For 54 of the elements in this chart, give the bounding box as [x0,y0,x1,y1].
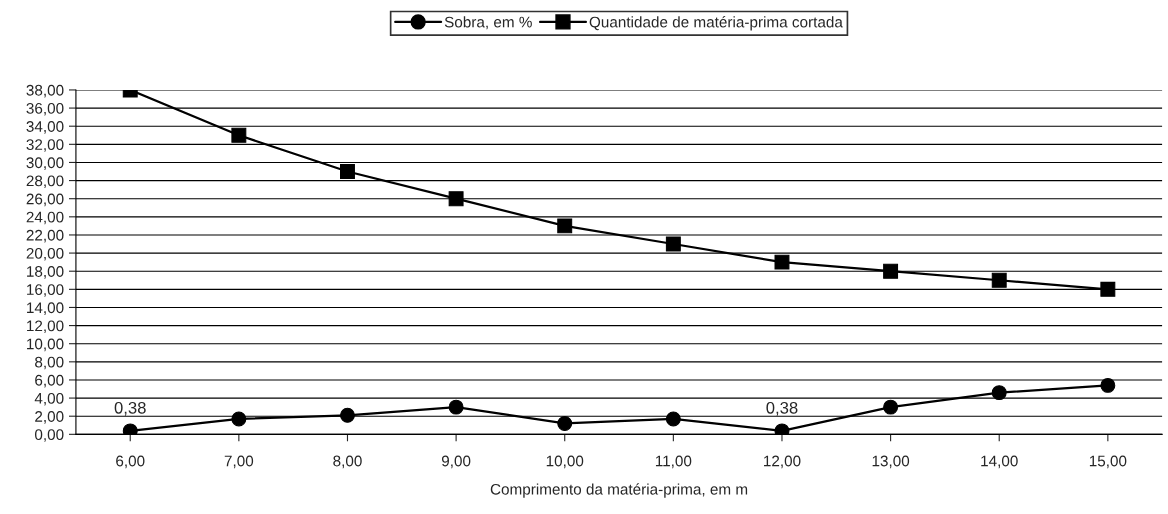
point [231,127,247,143]
y-tick-label: 2,00 [35,411,64,424]
y-tick-label: 38,00 [26,84,64,98]
y-tick-label: 14,00 [27,302,64,315]
y-tick-label: 36,00 [26,102,64,116]
point [991,385,1007,401]
y-tick-label: 8,00 [35,356,64,370]
y-tick-label: 30,00 [26,157,64,170]
y-tick-label: 28,00 [26,175,64,189]
y-tick-label: 10,00 [27,338,64,352]
x-tick-label: 14,00 [981,455,1018,469]
point [340,407,355,423]
x-tick-label: 13,00 [872,455,910,469]
point [883,399,899,415]
point [231,411,247,427]
point [448,191,464,207]
y-tick-label: 26,00 [26,193,64,207]
x-tick-label: 6,00 [116,455,145,469]
x-tick-label: 9,00 [441,455,471,469]
x-tick-label: 11,00 [655,455,692,469]
point [122,423,138,435]
point [340,164,355,179]
y-tick-label: 0,00 [34,429,64,442]
point [448,399,464,415]
y-tick-label: 6,00 [35,374,64,388]
y-tick-label: 20,00 [26,247,64,261]
point [665,236,681,252]
point [557,218,573,234]
y-tick-label: 24,00 [26,211,64,225]
point [883,263,899,279]
x-axis-title: Comprimento da matéria-prima, em m [490,483,748,498]
x-tick-label: 8,00 [333,455,362,469]
y-tick-label: 18,00 [27,266,64,279]
point [1100,377,1116,393]
y-tick-label: 4,00 [34,392,64,406]
data-label: 0,38 [766,401,798,416]
y-tick-label: 22,00 [26,229,64,243]
y-tick-label: 16,00 [27,284,64,297]
x-tick-label: 7,00 [224,455,254,469]
y-tick-label: 32,00 [26,139,64,152]
y-tick-label: 34,00 [26,121,64,134]
point [991,272,1007,288]
point [774,254,790,270]
point [1100,281,1116,297]
point [665,411,681,427]
x-tick-label: 10,00 [546,455,584,469]
data-label: 0,38 [114,401,146,416]
x-tick-label: 12,00 [764,455,801,469]
point [557,415,573,431]
point [774,423,790,435]
x-tick-label: 15,00 [1089,455,1127,469]
legend-label: Quantidade de matéria-prima cortada [589,16,843,31]
legend-label: Sobra, em % [444,16,532,30]
y-tick-label: 12,00 [27,320,64,334]
